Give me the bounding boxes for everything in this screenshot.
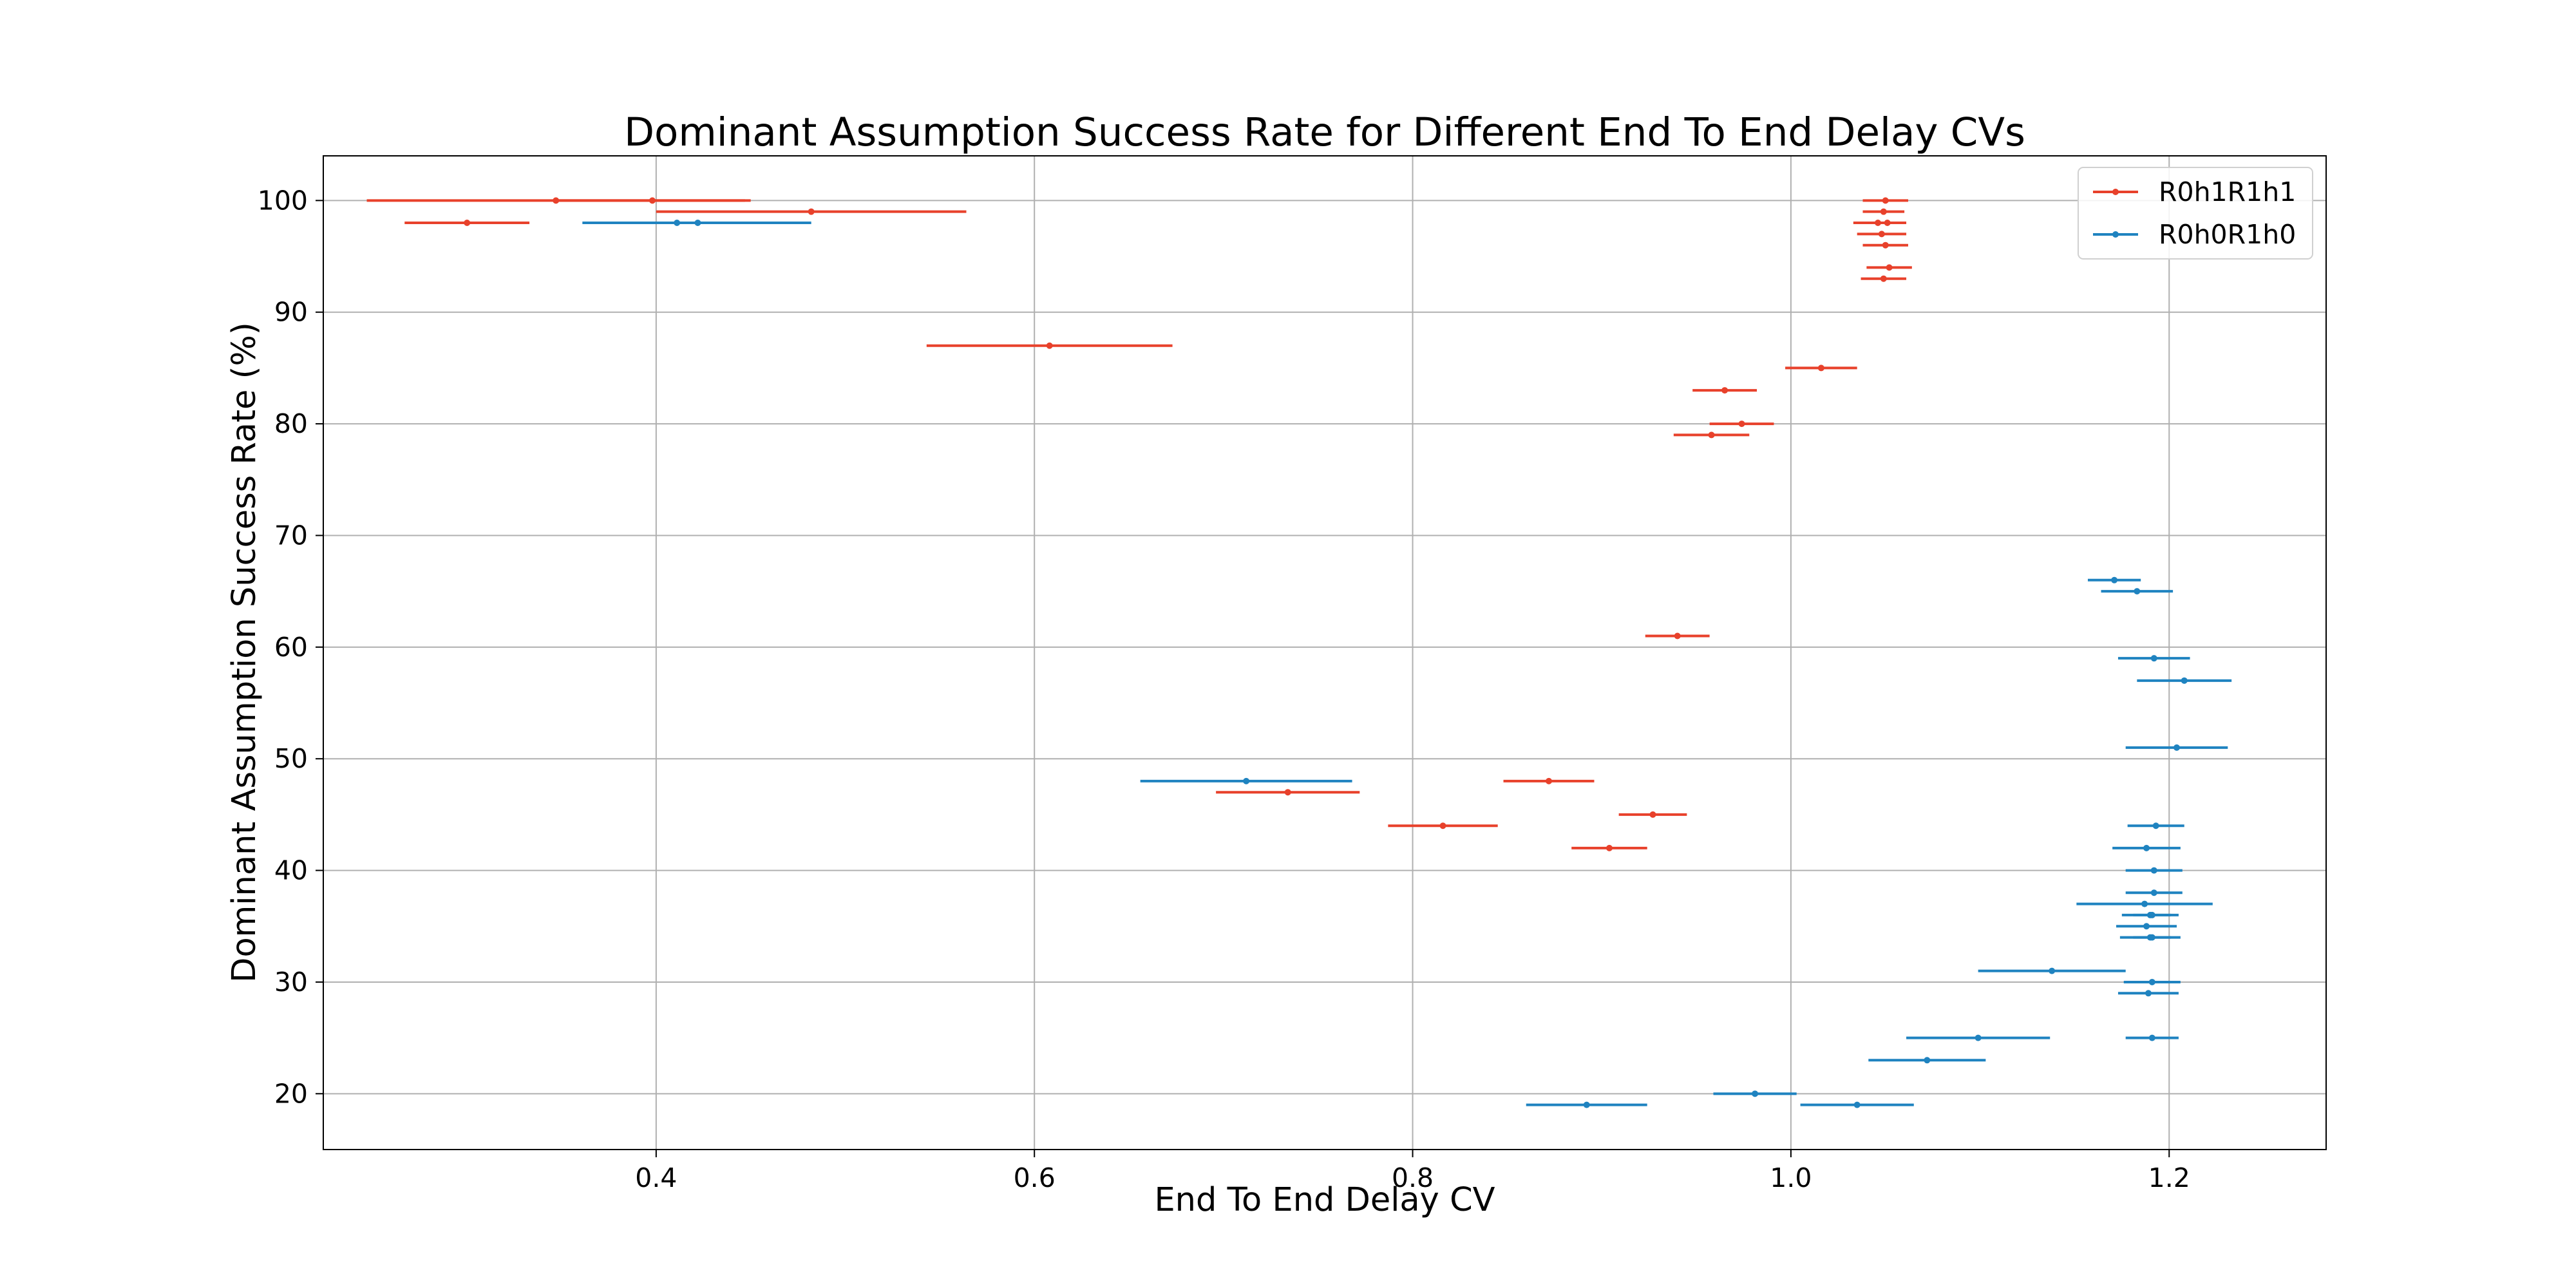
data-point: [1674, 632, 1681, 639]
data-point: [2143, 923, 2150, 930]
data-point: [464, 220, 471, 227]
data-point: [1439, 822, 1446, 829]
data-point: [1924, 1057, 1931, 1064]
data-point: [808, 208, 815, 215]
y-tick-label: 60: [274, 632, 308, 663]
legend-entries: R0h1R1h1 R0h0R1h0: [2093, 176, 2296, 250]
data-point: [1975, 1034, 1982, 1041]
data-point: [694, 220, 701, 227]
chart-title: Dominant Assumption Success Rate for Dif…: [624, 109, 2025, 155]
data-point: [2148, 1034, 2155, 1041]
y-tick-label: 90: [274, 297, 308, 328]
series-layer: [366, 197, 2232, 1108]
y-tick-label: 70: [274, 520, 308, 551]
data-point: [1882, 242, 1889, 249]
y-tick-label: 30: [274, 967, 308, 998]
data-point: [2148, 911, 2155, 918]
data-point: [1878, 231, 1885, 238]
data-point: [2111, 576, 2118, 583]
x-tick-label: 0.6: [1014, 1162, 1056, 1193]
series-R0h0R1h0: [582, 220, 2232, 1108]
y-tick-label: 20: [274, 1078, 308, 1109]
data-point: [1708, 431, 1715, 439]
data-point: [2134, 588, 2141, 595]
data-point: [1880, 208, 1887, 215]
data-point: [1853, 1101, 1861, 1108]
data-point: [2173, 744, 2180, 751]
y-tick-label: 80: [274, 408, 308, 439]
series-R0h1R1h1: [366, 197, 1912, 851]
data-point: [2150, 867, 2157, 874]
data-point: [2049, 967, 2056, 974]
data-point: [1817, 365, 1824, 372]
x-tick-label: 1.0: [1770, 1162, 1812, 1193]
data-point: [2152, 822, 2159, 829]
y-axis-label: Dominant Assumption Success Rate (%): [225, 322, 263, 983]
data-point: [1752, 1090, 1759, 1097]
data-point: [1284, 789, 1291, 796]
y-tick-label: 40: [274, 855, 308, 886]
data-point: [2141, 900, 2148, 907]
data-point: [1046, 342, 1053, 349]
data-point: [2145, 990, 2152, 997]
legend-marker: [2112, 231, 2119, 238]
x-axis-label: End To End Delay CV: [1154, 1181, 1495, 1219]
data-point: [1882, 197, 1889, 204]
tick-layer: 0.4 0.6 0.8 1.0 1.2 20 30 40 50 60 70 80 90 100: [258, 185, 2190, 1193]
legend-label: R0h1R1h1: [2159, 176, 2296, 207]
x-tick-label: 0.8: [1392, 1162, 1434, 1193]
x-tick-label: 0.4: [635, 1162, 677, 1193]
legend: R0h1R1h1 R0h0R1h0: [2078, 167, 2313, 260]
x-tick-label: 1.2: [2148, 1162, 2190, 1193]
plot-frame: [323, 155, 2327, 1150]
data-point: [1880, 275, 1887, 282]
data-point: [1738, 421, 1745, 428]
data-point: [1721, 387, 1728, 394]
data-point: [2181, 677, 2188, 684]
y-tick-label: 100: [258, 185, 308, 216]
data-point: [1884, 220, 1891, 227]
data-point: [1583, 1101, 1590, 1108]
data-point: [2150, 889, 2157, 896]
data-point: [2150, 655, 2157, 662]
data-point: [649, 197, 656, 204]
grid-layer: [323, 156, 2326, 1150]
legend-label: R0h0R1h0: [2159, 219, 2296, 250]
data-point: [2148, 934, 2155, 941]
y-tick-label: 50: [274, 743, 308, 774]
data-point: [1649, 811, 1656, 818]
data-point: [2148, 978, 2155, 985]
data-point: [1546, 777, 1553, 784]
data-point: [2143, 844, 2150, 851]
legend-marker: [2112, 189, 2119, 195]
legend-box: [2078, 167, 2313, 260]
data-point: [1886, 264, 1893, 271]
data-point: [1605, 844, 1613, 851]
data-point: [1243, 777, 1250, 784]
